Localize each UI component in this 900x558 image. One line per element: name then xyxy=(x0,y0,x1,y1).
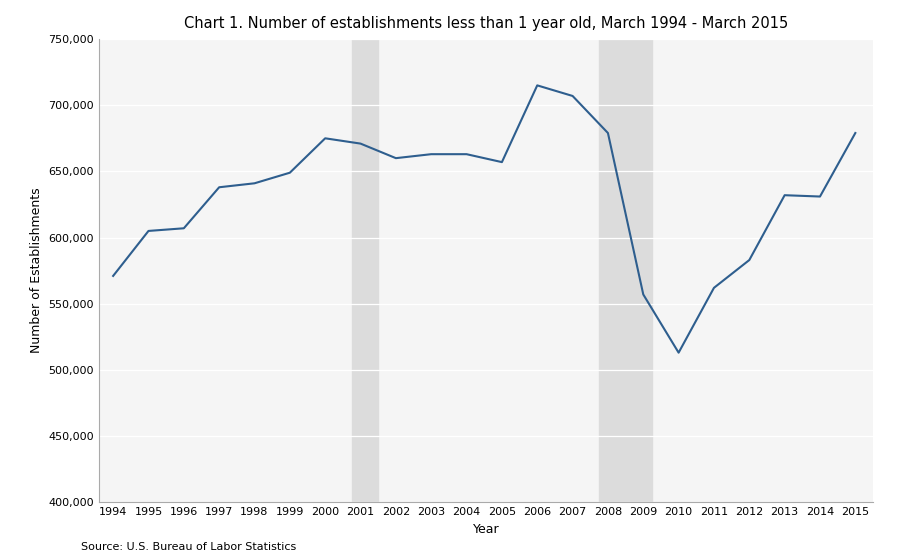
Bar xyxy=(599,39,652,502)
Y-axis label: Number of Establishments: Number of Establishments xyxy=(30,188,43,353)
Text: Source: U.S. Bureau of Labor Statistics: Source: U.S. Bureau of Labor Statistics xyxy=(81,542,296,552)
X-axis label: Year: Year xyxy=(472,523,500,536)
Bar xyxy=(352,39,378,502)
Title: Chart 1. Number of establishments less than 1 year old, March 1994 - March 2015: Chart 1. Number of establishments less t… xyxy=(184,16,788,31)
